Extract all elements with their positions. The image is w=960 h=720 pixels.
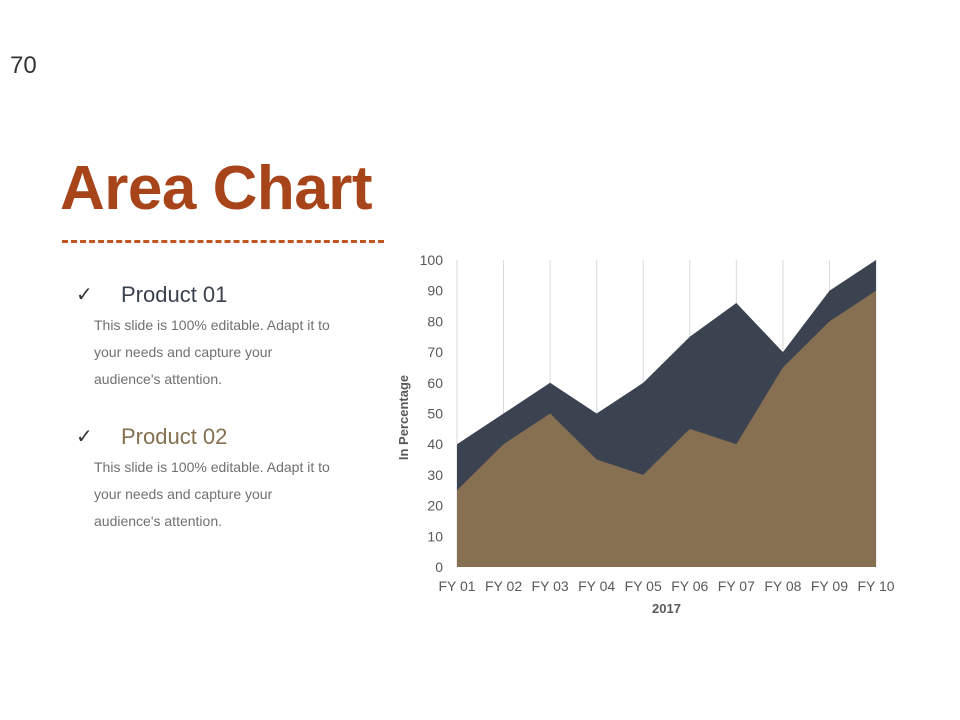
x-tick-label: FY 06 [671,578,708,594]
checkmark-icon: ✓ [76,426,93,448]
x-tick-label: FY 07 [718,578,755,594]
x-tick-label: FY 03 [532,578,569,594]
x-tick-label: FY 01 [438,578,475,594]
y-tick-label: 40 [427,436,443,452]
tick-labels: 0 10 20 30 40 50 60 70 80 90 100 FY 01 FY 02 FY 03 FY … [420,252,895,594]
y-tick-label: 0 [435,559,443,575]
x-tick-label: FY 04 [578,578,615,594]
product-name: Product 02 [121,424,228,449]
product-description: This slide is 100% editable. Adapt it to… [94,317,330,387]
area-series-2 [457,290,876,567]
x-tick-label: FY 05 [625,578,662,594]
checkmark-icon: ✓ [76,284,93,306]
product-description: This slide is 100% editable. Adapt it to… [94,459,330,529]
chart-areas [457,260,876,567]
x-tick-label: FY 09 [811,578,848,594]
y-tick-label: 20 [427,498,443,514]
product-name: Product 01 [121,282,228,307]
y-tick-label: 50 [427,406,443,422]
page-title: Area Chart [60,154,373,223]
title-divider [62,240,384,243]
y-axis-title: In Percentage [396,375,411,460]
slide-number: 70 [10,52,37,79]
y-tick-label: 100 [420,252,444,268]
y-tick-label: 30 [427,467,443,483]
y-tick-label: 90 [427,283,443,299]
y-tick-label: 60 [427,375,443,391]
y-tick-label: 10 [427,528,443,544]
x-tick-label: FY 02 [485,578,522,594]
y-tick-label: 70 [427,344,443,360]
x-tick-label: FY 10 [857,578,894,594]
y-tick-label: 80 [427,313,443,329]
x-tick-label: FY 08 [764,578,801,594]
x-axis-title: 2017 [652,601,681,616]
